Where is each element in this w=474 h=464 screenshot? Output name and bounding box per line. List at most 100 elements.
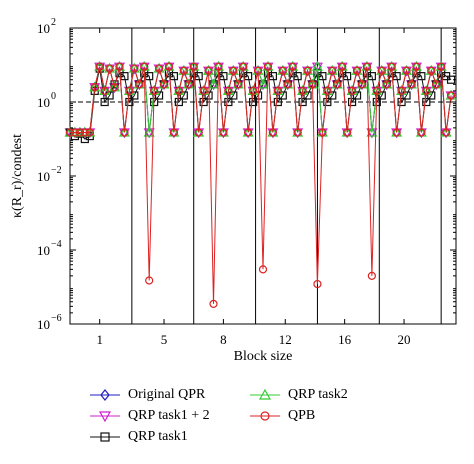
data-point: [343, 128, 352, 137]
data-point: [258, 388, 272, 400]
data-point: [194, 72, 203, 81]
data-point: [253, 66, 263, 75]
data-point: [323, 97, 332, 107]
data-point: [442, 128, 451, 137]
data-point: [179, 66, 188, 75]
data-point: [125, 86, 134, 95]
data-point: [194, 128, 203, 137]
y-tick-label: 10: [37, 21, 50, 36]
data-point: [392, 72, 401, 81]
y-axis-title: κ(R_r)/condest: [10, 134, 25, 218]
data-point: [90, 83, 99, 92]
data-point: [278, 91, 287, 100]
data-point: [362, 62, 372, 71]
data-point: [80, 128, 89, 137]
data-point: [253, 91, 263, 100]
x-tick-label: 8: [220, 332, 227, 347]
data-point: [268, 72, 277, 81]
data-point: [125, 97, 134, 107]
legend-label: QRP task1 + 2: [128, 408, 210, 423]
legend-swatch: [90, 432, 120, 442]
data-point: [130, 91, 139, 100]
data-point: [417, 128, 426, 137]
data-point: [328, 91, 337, 100]
data-point: [179, 91, 188, 100]
data-point: [169, 128, 179, 137]
data-point: [199, 97, 208, 107]
data-point: [100, 86, 109, 95]
data-point: [105, 64, 114, 73]
data-point: [130, 64, 139, 73]
data-point: [367, 271, 376, 280]
data-point: [427, 66, 436, 75]
data-point: [288, 62, 297, 71]
legend-swatch: [90, 411, 120, 423]
data-point: [224, 97, 233, 107]
y-tick-label: 10: [37, 169, 50, 184]
data-point: [437, 62, 446, 71]
data-point: [244, 128, 253, 137]
data-point: [298, 86, 307, 95]
y-tick-label: 10: [37, 317, 50, 332]
data-point: [278, 66, 287, 75]
data-point: [169, 72, 179, 81]
data-point: [347, 86, 357, 95]
data-point: [145, 276, 154, 285]
data-point: [219, 128, 228, 137]
data-point: [377, 91, 386, 100]
data-point: [75, 128, 84, 137]
y-tick-exponent: −6: [51, 313, 62, 324]
x-tick-label: 5: [161, 332, 168, 347]
x-axis-title: Block size: [234, 349, 293, 364]
data-point: [352, 66, 362, 75]
data-point: [268, 128, 277, 137]
data-point: [298, 97, 307, 107]
data-point: [174, 86, 183, 95]
data-point: [308, 80, 317, 89]
data-point: [293, 72, 302, 81]
data-point: [372, 86, 381, 95]
data-point: [174, 97, 183, 107]
data-point: [263, 62, 273, 71]
data-point: [392, 128, 401, 137]
data-point: [100, 97, 109, 107]
data-point: [164, 62, 174, 71]
data-point: [95, 62, 104, 71]
legend-label: Original QPR: [128, 387, 206, 402]
data-point: [234, 80, 243, 89]
data-point: [303, 66, 312, 75]
data-point: [387, 62, 396, 71]
data-point: [244, 72, 253, 81]
data-point: [402, 66, 411, 75]
x-tick-label: 1: [96, 332, 103, 347]
legend-item: Original QPR: [90, 384, 205, 406]
data-point: [110, 83, 119, 92]
data-point: [135, 80, 144, 89]
data-point: [154, 91, 164, 100]
data-point: [407, 80, 416, 89]
data-point: [318, 72, 327, 81]
data-point: [120, 128, 129, 137]
data-point: [140, 62, 149, 71]
data-point: [110, 80, 119, 89]
data-point: [432, 80, 441, 89]
data-point: [417, 72, 426, 81]
legend: Original QPR QRP task1 + 2 QRP task1 QRP ta…: [90, 384, 390, 462]
legend-item: QRP task1 + 2: [90, 405, 210, 427]
data-point: [283, 80, 292, 89]
data-point: [293, 128, 302, 137]
legend-swatch: [250, 388, 280, 400]
y-tick-exponent: 2: [51, 17, 56, 28]
y-tick-exponent: −2: [51, 165, 62, 176]
y-tick-exponent: 0: [51, 91, 56, 102]
data-point: [154, 64, 164, 73]
data-point: [224, 86, 233, 95]
data-point: [323, 86, 332, 95]
data-point: [273, 86, 282, 95]
data-point: [446, 91, 456, 100]
x-tick-label: 12: [279, 332, 292, 347]
legend-swatch: [90, 389, 120, 401]
data-point: [352, 91, 362, 100]
data-point: [150, 86, 159, 95]
